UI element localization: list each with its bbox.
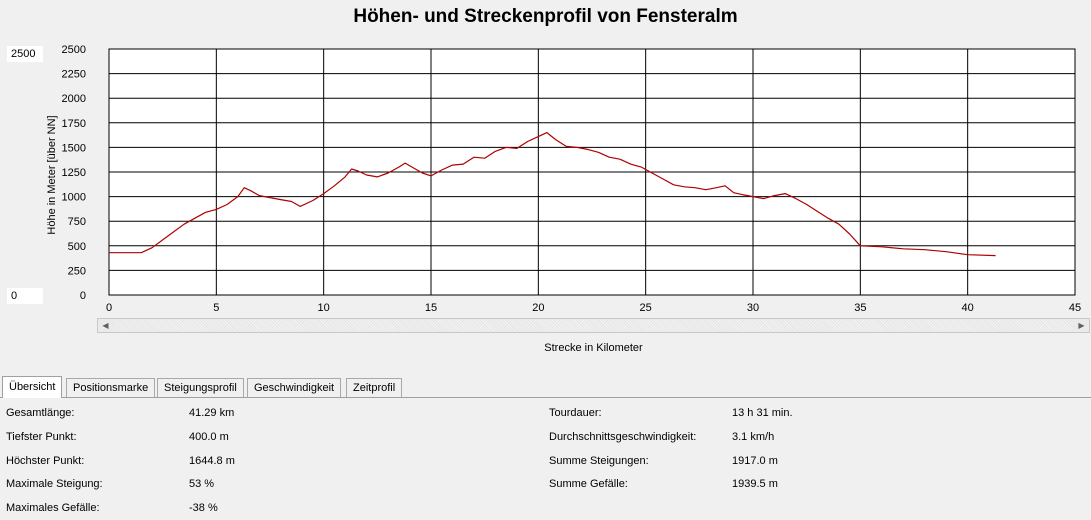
x-axis-label: Strecke in Kilometer (544, 342, 643, 354)
tab-zeitprofil[interactable]: Zeitprofil (346, 378, 403, 397)
label-tourdauer: Tourdauer: (549, 407, 602, 419)
label-summe-gefaelle: Summe Gefälle: (549, 478, 628, 490)
x-tick-label: 40 (962, 302, 974, 314)
value-gesamtlaenge: 41.29 km (189, 407, 235, 419)
x-tick-label: 30 (747, 302, 759, 314)
y-tick-label: 0 (80, 290, 86, 302)
y-tick-label: 1000 (62, 192, 86, 204)
overview-panel: Gesamtlänge: 41.29 km Tiefster Punkt: 40… (0, 398, 1091, 520)
value-hoechster-punkt: 1644.8 m (189, 455, 235, 467)
chart-title: Höhen- und Streckenprofil von Fensteralm (353, 6, 738, 27)
label-durchschnittsgeschwindigkeit: Durchschnittsgeschwindigkeit: (549, 431, 697, 443)
x-tick-label: 45 (1069, 302, 1081, 314)
value-tiefster-punkt: 400.0 m (189, 431, 229, 443)
label-gesamtlaenge: Gesamtlänge: (6, 407, 75, 419)
tab-bar: Übersicht Positionsmarke Steigungsprofil… (0, 376, 1091, 398)
label-hoechster-punkt: Höchster Punkt: (6, 455, 85, 467)
x-tick-label: 0 (106, 302, 112, 314)
x-tick-label: 15 (425, 302, 437, 314)
x-tick-label: 25 (640, 302, 652, 314)
value-summe-steigungen: 1917.0 m (732, 455, 778, 467)
tab-geschwindigkeit[interactable]: Geschwindigkeit (247, 378, 342, 397)
y-tick-label: 2500 (62, 44, 86, 56)
y-axis-label: Höhe in Meter [über NN] (46, 115, 58, 234)
horizontal-scrollbar[interactable]: ◀ ▶ (97, 318, 1090, 333)
y-tick-label: 500 (68, 241, 86, 253)
x-tick-label: 20 (532, 302, 544, 314)
elevation-line (109, 132, 996, 257)
y-tick-labels: 0 250 500 750 1000 1250 1500 1750 2000 2250 2500 (62, 44, 86, 302)
series-group (109, 132, 996, 257)
tab-positionsmarke[interactable]: Positionsmarke (66, 378, 156, 397)
y-tick-label: 2250 (62, 69, 86, 81)
value-maximale-steigung: 53 % (189, 478, 215, 490)
value-maximales-gefaelle: -38 % (189, 502, 218, 514)
label-summe-steigungen: Summe Steigungen: (549, 455, 649, 467)
tab-steigungsprofil[interactable]: Steigungsprofil (157, 378, 244, 397)
scroll-left-icon[interactable]: ◀ (102, 321, 109, 330)
label-maximale-steigung: Maximale Steigung: (6, 478, 103, 490)
x-tick-label: 35 (854, 302, 866, 314)
tab-uebersicht[interactable]: Übersicht (2, 376, 63, 398)
y-tick-label: 250 (68, 265, 86, 277)
scroll-right-icon[interactable]: ▶ (1078, 321, 1085, 330)
y-tick-label: 1750 (62, 118, 86, 130)
scroll-track[interactable] (114, 320, 1073, 331)
y-tick-label: 750 (68, 216, 86, 228)
value-tourdauer: 13 h 31 min. (732, 407, 793, 419)
label-tiefster-punkt: Tiefster Punkt: (6, 431, 77, 443)
label-maximales-gefaelle: Maximales Gefälle: (6, 502, 100, 514)
x-tick-labels: 0 5 10 15 20 25 30 35 40 45 (106, 302, 1081, 314)
range-max-field[interactable] (6, 45, 44, 63)
grid-lines (109, 49, 1075, 295)
tab-divider (0, 397, 1091, 398)
x-tick-label: 5 (213, 302, 219, 314)
y-tick-label: 1500 (62, 142, 86, 154)
range-min-field[interactable] (6, 287, 44, 305)
value-summe-gefaelle: 1939.5 m (732, 478, 778, 490)
x-tick-label: 10 (318, 302, 330, 314)
y-tick-label: 1250 (62, 167, 86, 179)
value-durchschnittsgeschwindigkeit: 3.1 km/h (732, 431, 775, 443)
y-tick-label: 2000 (62, 93, 86, 105)
